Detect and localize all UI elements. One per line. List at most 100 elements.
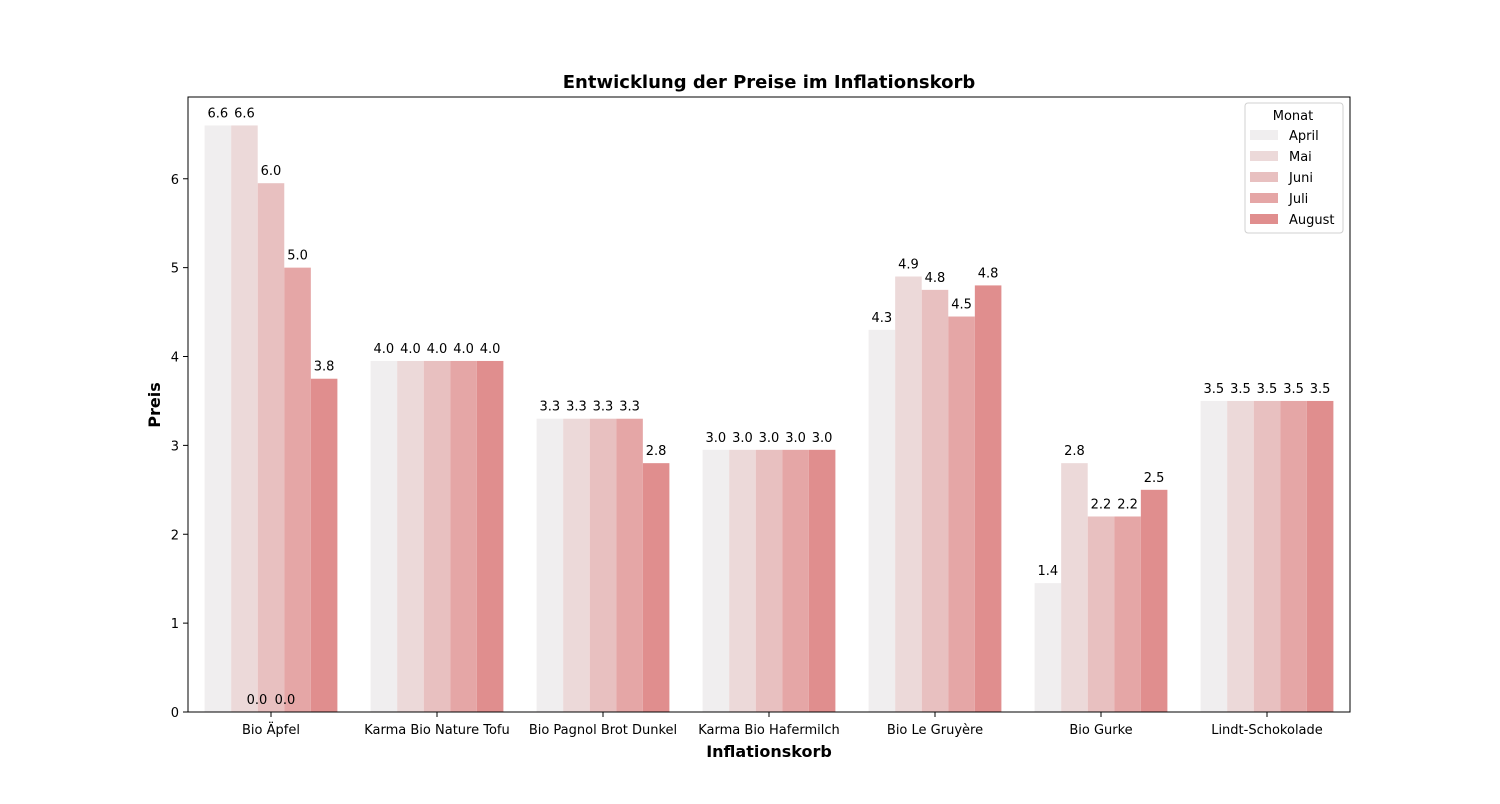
bar [974,285,1002,712]
zero-annotation: 0.0 [247,693,268,708]
bar-data-label: 2.8 [1064,444,1085,459]
bar-data-label: 4.5 [951,298,972,313]
bar-data-label: 2.2 [1117,497,1138,512]
bar-data-label: 6.0 [261,164,282,179]
bar [536,418,564,712]
bar [476,360,504,712]
legend-swatch [1250,193,1278,203]
bar [868,329,896,712]
bar-data-label: 3.0 [759,431,780,446]
bar [231,125,258,712]
x-axis-label: Inflationskorb [706,742,832,761]
zero-annotation: 0.0 [275,693,296,708]
bar-data-label: 3.5 [1310,382,1331,397]
y-tick-label: 1 [171,617,179,632]
bar-data-label: 6.6 [208,106,229,121]
bar-data-label: 5.0 [287,249,308,264]
legend-swatch [1250,172,1278,182]
bar-data-label: 3.5 [1257,382,1278,397]
y-tick-label: 6 [171,173,179,188]
bar [702,449,730,712]
y-tick-label: 2 [171,528,179,543]
legend-entry: Mai [1289,150,1312,165]
legend-swatch [1250,130,1278,140]
bar [921,289,949,712]
bar-data-label: 2.2 [1091,497,1112,512]
bar [589,418,617,712]
bar [204,125,232,712]
x-tick-label: Bio Gurke [1069,723,1132,738]
bar [423,360,451,712]
bar [1280,400,1307,712]
bar [1034,583,1062,712]
bar [1200,400,1228,712]
bar [948,316,975,712]
y-tick-label: 4 [171,351,179,366]
bar [370,360,398,712]
bar-data-label: 3.3 [593,400,614,415]
bar-data-label: 4.0 [400,342,421,357]
y-tick-label: 3 [171,439,179,454]
y-axis-label: Preis [145,382,164,427]
bar [729,449,756,712]
bar [397,360,424,712]
chart-title: Entwicklung der Preise im Inflationskorb [563,72,976,93]
x-tick-label: Karma Bio Nature Tofu [364,723,509,738]
bar [642,463,670,712]
bar [808,449,836,712]
bar-data-label: 3.8 [314,360,335,375]
bar-data-label: 4.8 [925,271,946,286]
bar-data-label: 3.5 [1230,382,1251,397]
bar-data-label: 3.3 [540,400,561,415]
legend-title: Monat [1273,109,1313,124]
bar-data-label: 3.5 [1204,382,1225,397]
legend-entry: Juli [1288,192,1308,207]
bar [895,276,922,712]
bar [1306,400,1334,712]
bar-data-label: 4.0 [374,342,395,357]
bar-data-label: 1.4 [1038,564,1059,579]
x-tick-label: Bio Le Gruyère [887,723,983,738]
bar [1227,400,1254,712]
bar [1253,400,1281,712]
bar-data-label: 4.0 [453,342,474,357]
bar-data-label: 3.5 [1283,382,1304,397]
legend-swatch [1250,151,1278,161]
bar [310,378,338,712]
bar-data-label: 3.3 [619,400,640,415]
bar-data-label: 3.0 [706,431,727,446]
plot-frame [187,96,1351,713]
y-tick-label: 5 [171,262,179,277]
bar [782,449,809,712]
legend-entry: April [1289,129,1319,144]
bar [1114,516,1141,712]
bar-data-label: 4.8 [978,266,999,281]
bar-data-label: 4.9 [898,258,919,273]
bar [450,360,477,712]
y-tick-label: 0 [171,706,179,721]
bar-data-label: 2.8 [646,444,667,459]
bar-data-label: 2.5 [1144,471,1165,486]
legend-entry: August [1289,213,1335,228]
bar-data-label: 3.0 [785,431,806,446]
legend: Monat April Mai Juni Juli August [1244,102,1344,234]
bar [616,418,643,712]
bar-data-label: 4.3 [872,311,893,326]
bar [1061,463,1088,712]
bar [563,418,590,712]
bar-data-label: 4.0 [427,342,448,357]
bar-data-label: 3.3 [566,400,587,415]
bar [755,449,783,712]
bar-data-label: 3.0 [732,431,753,446]
bar [284,267,311,712]
x-tick-label: Bio Pagnol Brot Dunkel [529,723,677,738]
bar-data-label: 4.0 [480,342,501,357]
x-tick-label: Lindt-Schokolade [1211,723,1323,738]
legend-swatch [1250,214,1278,224]
bar [1087,516,1115,712]
legend-entry: Juni [1288,171,1313,186]
bar-data-label: 6.6 [234,106,255,121]
x-tick-label: Karma Bio Hafermilch [698,723,839,738]
bar-data-label: 3.0 [812,431,833,446]
